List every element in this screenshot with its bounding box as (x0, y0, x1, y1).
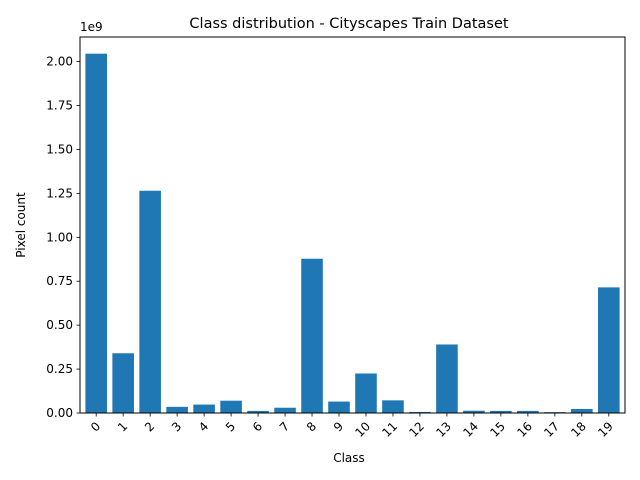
y-tick-label: 0.25 (46, 362, 73, 376)
x-tick-label: 4 (196, 419, 211, 434)
x-tick-label: 18 (568, 419, 589, 440)
x-tick-label: 1 (115, 419, 130, 434)
x-tick-label: 10 (352, 419, 373, 440)
bar-class-7 (274, 407, 296, 413)
y-axis-ticks: 0.00 0.25 0.50 0.75 1.00 1.25 1.50 1.75 2.00 (46, 55, 80, 420)
bar-class-14 (463, 410, 485, 413)
bar-class-4 (193, 404, 215, 413)
bar-class-9 (328, 401, 350, 413)
x-tick-label: 7 (277, 419, 292, 434)
y-axis-title: Pixel count (14, 192, 28, 258)
x-tick-label: 8 (304, 419, 319, 434)
plot-frame (79, 36, 626, 414)
y-tick-label: 0.00 (46, 406, 73, 420)
bar-class-1 (112, 353, 134, 413)
chart-title: Class distribution - Cityscapes Train Da… (189, 16, 508, 32)
bar-class-12 (409, 411, 431, 413)
x-tick-label: 2 (142, 419, 157, 434)
bar-class-15 (490, 410, 512, 413)
x-tick-label: 9 (331, 419, 346, 434)
x-tick-label: 16 (514, 419, 535, 440)
x-tick-label: 0 (88, 419, 103, 434)
bar-class-0 (85, 53, 107, 413)
x-tick-label: 6 (250, 419, 265, 434)
x-tick-label: 11 (379, 419, 400, 440)
y-tick-label: 1.25 (46, 186, 73, 200)
bar-class-3 (166, 406, 188, 413)
x-axis-title: Class (333, 451, 365, 465)
bar-class-18 (571, 408, 593, 413)
x-tick-label: 13 (433, 419, 454, 440)
x-tick-label: 3 (169, 419, 184, 434)
bar-class-6 (247, 410, 269, 413)
y-tick-label: 0.50 (46, 318, 73, 332)
y-axis-offset-label: 1e9 (80, 20, 103, 34)
y-tick-label: 1.50 (46, 142, 73, 156)
bar-class-2 (139, 190, 161, 413)
bar-class-8 (301, 258, 323, 413)
x-axis-ticks: 0 1 2 3 4 5 6 7 8 9 10 11 12 13 14 15 16 17 18 19 (88, 413, 616, 440)
y-tick-label: 0.75 (46, 274, 73, 288)
y-tick-label: 2.00 (46, 55, 73, 69)
y-tick-label: 1.75 (46, 99, 73, 113)
x-tick-label: 12 (406, 419, 427, 440)
x-tick-label: 5 (223, 419, 238, 434)
y-tick-label: 1.00 (46, 230, 73, 244)
bar-class-13 (436, 344, 458, 413)
x-tick-label: 14 (460, 419, 481, 440)
bar-class-11 (382, 400, 404, 413)
bar-class-16 (517, 410, 539, 413)
x-tick-label: 17 (541, 419, 562, 440)
bar-class-19 (598, 287, 620, 413)
bar-class-5 (220, 400, 242, 413)
bars-group (85, 53, 620, 413)
x-tick-label: 15 (487, 419, 508, 440)
x-tick-label: 19 (595, 419, 616, 440)
bar-class-10 (355, 373, 377, 413)
